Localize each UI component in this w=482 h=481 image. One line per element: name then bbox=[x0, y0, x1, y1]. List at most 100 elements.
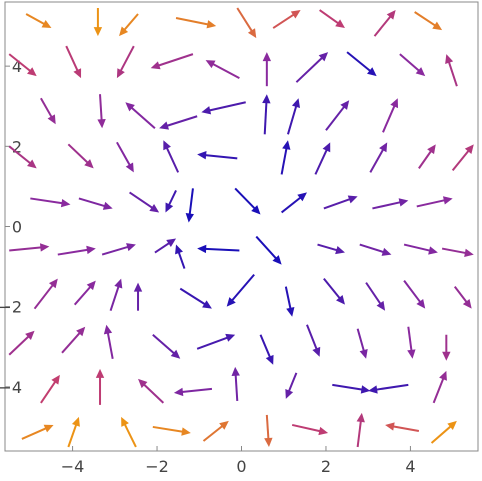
arrow-shaft bbox=[152, 425, 184, 433]
field-arrow bbox=[272, 10, 301, 29]
arrow-shaft bbox=[205, 247, 240, 252]
arrow-shaft bbox=[319, 9, 340, 25]
arrow-head bbox=[125, 162, 134, 173]
arrow-head bbox=[442, 351, 451, 361]
field-arrow bbox=[150, 53, 194, 70]
field-arrow bbox=[21, 424, 54, 440]
arrow-head bbox=[335, 19, 345, 29]
x-tick-label: −2 bbox=[145, 457, 169, 476]
x-tick-label: 0 bbox=[236, 457, 246, 476]
arrow-shaft bbox=[143, 383, 165, 404]
arrow-shaft bbox=[418, 150, 432, 169]
arrow-shaft bbox=[447, 61, 458, 87]
field-arrow bbox=[95, 368, 105, 405]
arrow-head bbox=[201, 106, 212, 115]
arrow-head bbox=[150, 61, 161, 70]
field-arrow bbox=[129, 191, 160, 213]
field-arrow bbox=[163, 140, 180, 173]
field-arrow bbox=[382, 98, 399, 133]
arrow-head bbox=[428, 246, 438, 255]
arrow-shaft bbox=[432, 377, 445, 404]
field-arrow bbox=[40, 374, 60, 404]
arrow-shaft bbox=[295, 56, 323, 83]
arrow-head bbox=[415, 67, 426, 77]
field-arrow bbox=[295, 52, 329, 83]
arrow-shaft bbox=[441, 247, 467, 255]
arrow-shaft bbox=[109, 285, 120, 312]
field-arrow bbox=[365, 282, 386, 311]
field-arrow bbox=[319, 9, 345, 29]
arrow-shaft bbox=[202, 425, 224, 442]
arrow-head bbox=[379, 142, 388, 153]
field-arrow bbox=[234, 187, 261, 215]
arrow-head bbox=[464, 144, 474, 154]
arrow-head bbox=[95, 368, 105, 378]
field-arrow bbox=[323, 195, 358, 210]
arrow-head bbox=[359, 348, 368, 359]
field-arrow bbox=[8, 330, 35, 356]
arrow-head bbox=[376, 300, 386, 311]
field-arrow bbox=[116, 141, 134, 173]
arrow-shaft bbox=[99, 94, 103, 121]
arrow-head bbox=[60, 198, 71, 208]
arrow-shaft bbox=[101, 245, 129, 256]
arrow-head bbox=[464, 248, 474, 258]
field-arrow bbox=[369, 142, 388, 173]
arrow-shaft bbox=[399, 53, 420, 72]
arrow-shaft bbox=[375, 383, 409, 391]
field-arrow bbox=[138, 378, 165, 404]
arrow-head bbox=[86, 280, 96, 291]
arrow-head bbox=[138, 378, 148, 389]
arrow-head bbox=[71, 416, 80, 427]
field-arrow bbox=[159, 115, 198, 130]
x-tick-label: 4 bbox=[405, 457, 415, 476]
field-arrow bbox=[451, 144, 474, 172]
field-arrow bbox=[430, 420, 457, 444]
field-arrow bbox=[93, 8, 103, 37]
arrow-head bbox=[367, 67, 377, 77]
arrow-head bbox=[175, 244, 183, 255]
arrow-shaft bbox=[234, 187, 256, 210]
arrow-shaft bbox=[73, 285, 92, 306]
arrow-shaft bbox=[21, 427, 47, 440]
arrow-head bbox=[185, 213, 194, 223]
arrow-head bbox=[442, 196, 453, 205]
x-tick-label: 2 bbox=[321, 457, 331, 476]
arrow-head bbox=[272, 255, 282, 265]
arrow-shaft bbox=[175, 17, 209, 26]
arrow-head bbox=[318, 426, 329, 436]
field-arrow bbox=[119, 13, 139, 37]
arrow-head bbox=[264, 437, 273, 447]
arrow-shaft bbox=[30, 197, 63, 205]
arrow-head bbox=[262, 94, 271, 104]
field-arrow bbox=[385, 422, 420, 432]
arrow-head bbox=[291, 98, 301, 109]
arrow-head bbox=[39, 243, 50, 252]
arrow-head bbox=[97, 119, 106, 129]
arrow-head bbox=[285, 388, 294, 399]
field-arrow bbox=[281, 192, 307, 214]
field-arrow bbox=[372, 198, 409, 210]
y-axis: −4 −2 0 2 4 bbox=[0, 57, 22, 397]
arrow-head bbox=[173, 387, 184, 397]
arrow-shaft bbox=[166, 115, 198, 127]
arrow-shaft bbox=[407, 326, 413, 351]
field-arrow bbox=[30, 197, 71, 208]
arrow-shaft bbox=[369, 148, 385, 173]
arrow-shaft bbox=[123, 13, 139, 31]
arrow-head bbox=[43, 424, 54, 433]
arrow-shaft bbox=[181, 387, 213, 394]
arrow-head bbox=[385, 422, 395, 431]
arrow-shaft bbox=[129, 191, 154, 209]
arrow-shaft bbox=[157, 53, 194, 67]
arrow-head bbox=[336, 295, 345, 305]
arrow-head bbox=[149, 203, 160, 213]
arrow-shaft bbox=[165, 147, 180, 173]
field-arrow bbox=[284, 286, 295, 317]
field-arrow bbox=[325, 100, 350, 131]
field-arrow bbox=[196, 333, 236, 350]
arrow-head bbox=[181, 427, 191, 436]
arrow-head bbox=[290, 10, 301, 19]
field-arrow bbox=[259, 334, 274, 365]
arrow-shaft bbox=[280, 147, 288, 175]
